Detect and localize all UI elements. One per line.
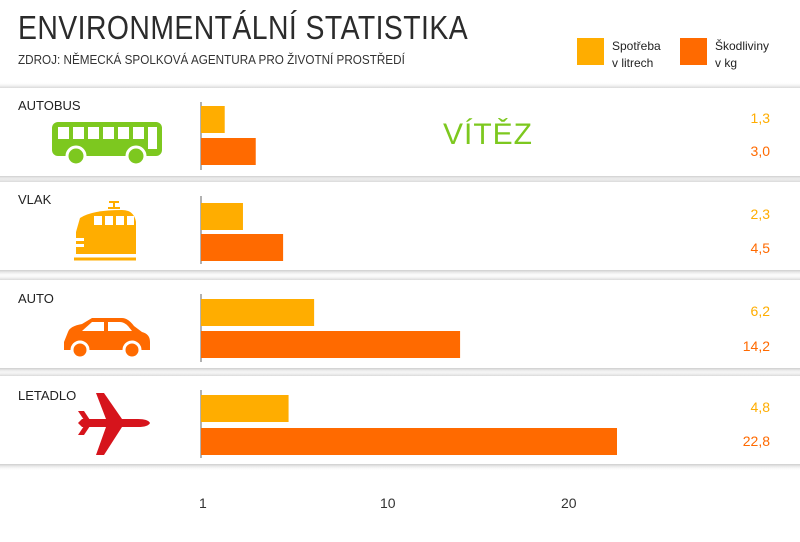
bar-pollutants: [201, 428, 617, 455]
train-icon: [72, 201, 136, 261]
data-label: 3,0: [750, 143, 770, 159]
legend-label-line2: v kg: [715, 56, 738, 70]
row-shadow-top: [0, 370, 800, 376]
car-icon: [64, 318, 150, 360]
data-label: 4,8: [750, 399, 770, 415]
row-shadow: [0, 464, 800, 471]
bar-consumption: [201, 106, 225, 133]
bar-consumption: [201, 299, 315, 326]
data-label: 1,3: [750, 110, 770, 126]
legend-label-line1: Spotřeba: [612, 39, 661, 53]
bar-pollutants: [201, 234, 284, 261]
row-shadow: [0, 270, 800, 277]
row-shadow-top: [0, 176, 800, 182]
data-label: 14,2: [742, 338, 770, 354]
category-label-car: AUTO: [18, 291, 54, 306]
legend-pollutants: Škodliviny v kg: [680, 38, 775, 72]
data-label: 4,5: [750, 240, 770, 256]
x-tick-label: 10: [380, 495, 396, 511]
airplane-icon: [78, 393, 150, 455]
bar-pollutants: [201, 138, 256, 165]
bar-consumption: [201, 203, 243, 230]
data-label: 2,3: [750, 206, 770, 222]
row-shadow-top: [0, 82, 800, 88]
category-label-bus: AUTOBUS: [18, 98, 81, 113]
x-tick-label: 1: [199, 495, 207, 511]
data-label: 22,8: [742, 433, 770, 449]
legend-label-line2: v litrech: [612, 56, 654, 70]
winner-label: VÍTĚZ: [443, 118, 534, 151]
data-label: 6,2: [750, 303, 770, 319]
legend-consumption: Spotřeba v litrech: [577, 38, 672, 72]
source-note: ZDROJ: NĚMECKÁ SPOLKOVÁ AGENTURA PRO ŽIV…: [18, 52, 405, 67]
page-title: ENVIRONMENTÁLNÍ STATISTIKA: [18, 9, 469, 46]
legend-swatch-consumption: [577, 38, 604, 65]
x-tick-label: 20: [561, 495, 577, 511]
category-label-plane: LETADLO: [18, 388, 77, 403]
legend-swatch-pollutants: [680, 38, 707, 65]
bar-consumption: [201, 395, 289, 422]
row-shadow-top: [0, 274, 800, 280]
bar-pollutants: [201, 331, 461, 358]
bus-icon: [52, 122, 162, 167]
category-label-train: VLAK: [18, 192, 52, 207]
legend-label-line1: Škodliviny: [715, 39, 770, 53]
